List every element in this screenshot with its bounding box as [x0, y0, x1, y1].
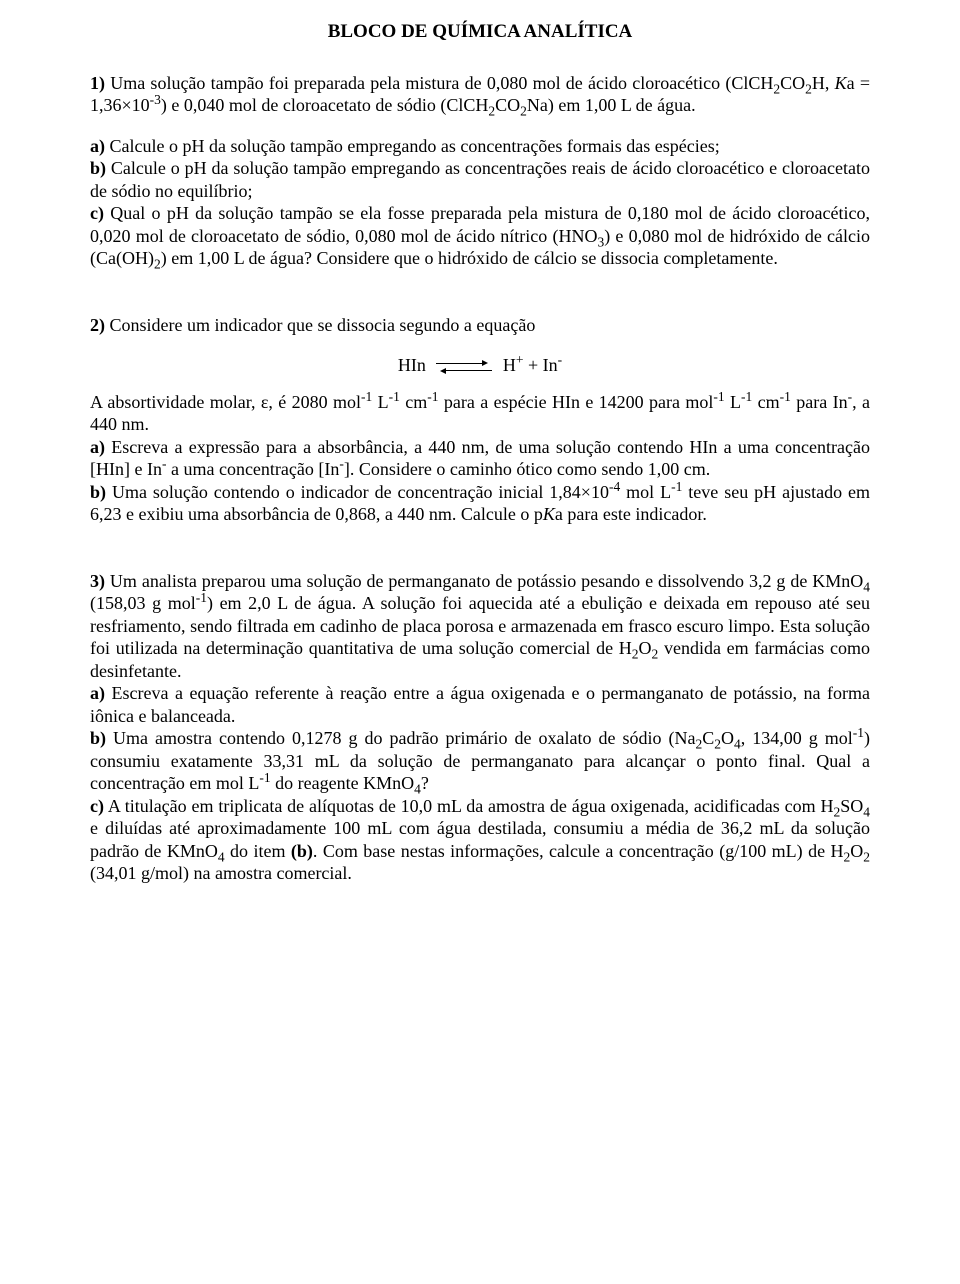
- eq-right: H+ + In-: [503, 355, 562, 375]
- eq-left: HIn: [398, 355, 426, 375]
- equilibrium-arrow-icon: [436, 361, 492, 373]
- page: BLOCO DE QUÍMICA ANALÍTICA 1) Uma soluçã…: [0, 0, 960, 1284]
- q2-intro: 2) Considere um indicador que se dissoci…: [90, 314, 870, 337]
- spacer: [90, 544, 870, 570]
- page-title: BLOCO DE QUÍMICA ANALÍTICA: [90, 20, 870, 44]
- q1-body: a) Calcule o pH da solução tampão empreg…: [90, 135, 870, 270]
- q1-intro: 1) Uma solução tampão foi preparada pela…: [90, 72, 870, 117]
- spacer: [90, 288, 870, 314]
- q2-body: A absortividade molar, ε, é 2080 mol-1 L…: [90, 391, 870, 526]
- q2-equation: HIn H+ + In-: [90, 354, 870, 377]
- q3-body: 3) Um analista preparou uma solução de p…: [90, 570, 870, 885]
